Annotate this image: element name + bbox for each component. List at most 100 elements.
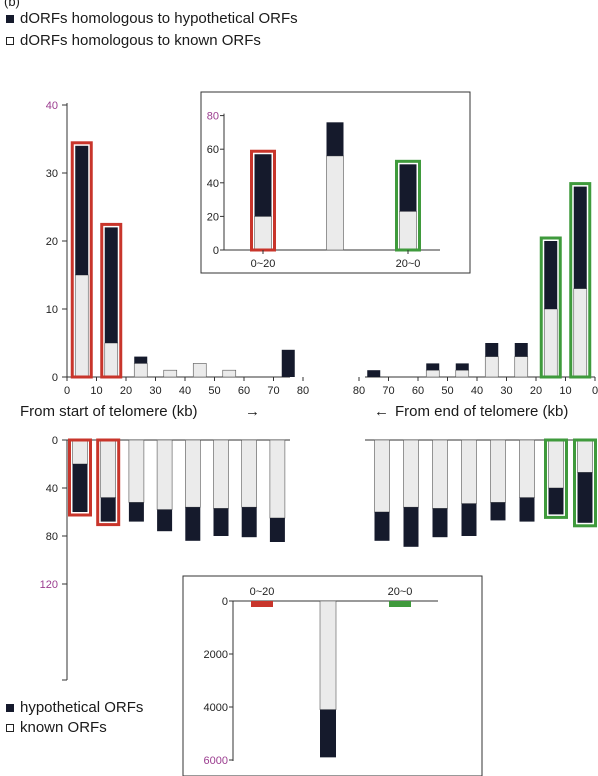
top-x-tick-label-left: 10 xyxy=(90,385,102,397)
bottom-bar-highlight-right xyxy=(573,438,597,528)
top-bar-hypothetical-right xyxy=(485,343,499,357)
legend-item-known: dORFs homologous to known ORFs xyxy=(6,30,298,52)
top-x-tick-label-right: 0 xyxy=(592,385,598,397)
top-bar-hypothetical-left xyxy=(104,227,118,343)
top-x-tick-label-right: 40 xyxy=(471,385,483,397)
bottom-bar-known-right xyxy=(519,439,535,498)
top-bar-known-right xyxy=(484,356,499,378)
bottom-bar-highlight-left xyxy=(96,438,121,527)
top-x-tick-label-left: 20 xyxy=(120,385,132,397)
top-x-tick-label-right: 50 xyxy=(441,385,453,397)
bottom-inset-bar-hypothetical xyxy=(320,709,336,758)
bottom-bar-known-left xyxy=(213,439,229,509)
bottom-bar-known-left xyxy=(241,439,257,508)
x-axis-arrow-right: → xyxy=(245,403,260,420)
bottom-bar-hypothetical-left xyxy=(157,509,173,532)
bottom-bar-known-left xyxy=(269,439,286,519)
bottom-bar-hypothetical-left xyxy=(128,502,144,522)
bottom-bar-known-right xyxy=(461,439,477,504)
top-x-tick-label-left: 30 xyxy=(149,385,161,397)
bottom-inset-x-label: 20~0 xyxy=(388,586,413,598)
legend-item-hypothetical: dORFs homologous to hypothetical ORFs xyxy=(6,8,298,30)
bottom-bar-hypothetical-right xyxy=(548,488,564,515)
bottom-inset-y-tick-label: 6000 xyxy=(204,755,228,767)
bottom-bar-known-right xyxy=(548,439,564,489)
legend-label-known: dORFs homologous to known ORFs xyxy=(20,32,261,49)
x-axis-title-left: From start of telomere (kb) xyxy=(20,403,198,420)
legend-swatch-light xyxy=(6,37,14,45)
bottom-inset-category-marker xyxy=(389,601,411,607)
top-bar-known-right xyxy=(573,288,588,378)
legend-bottom: hypothetical ORFs known ORFs xyxy=(6,698,143,738)
bottom-bar-known-right xyxy=(490,439,506,503)
top-y-tick-label: 10 xyxy=(46,304,58,316)
bottom-bar-hypothetical-left xyxy=(241,507,257,538)
bottom-bar-known-right xyxy=(577,439,593,473)
top-x-tick-label-right: 80 xyxy=(353,385,365,397)
bottom-bar-hypothetical-right xyxy=(577,472,593,523)
x-axis-arrow-left: ← xyxy=(374,403,389,420)
top-y-tick-label: 20 xyxy=(46,236,58,248)
top-bar-hypothetical-right xyxy=(573,186,587,289)
top-x-tick-label-right: 70 xyxy=(382,385,394,397)
top-bar-known-right xyxy=(455,369,470,378)
top-x-tick-label-left: 0 xyxy=(64,385,70,397)
top-x-tick-label-left: 70 xyxy=(267,385,279,397)
top-bar-known-left xyxy=(104,342,119,378)
top-bar-known-left xyxy=(74,274,89,378)
legend-item-hypothetical-orfs: hypothetical ORFs xyxy=(6,698,143,718)
legend-item-known-orfs: known ORFs xyxy=(6,718,143,738)
inset-bar-known xyxy=(399,211,417,251)
legend-swatch-dark xyxy=(6,15,14,23)
inset-y-tick-label: 0 xyxy=(213,245,219,257)
top-bar-hypothetical-left xyxy=(281,349,295,377)
top-x-tick-label-right: 10 xyxy=(559,385,571,397)
top-bar-hypothetical-left xyxy=(75,145,89,275)
top-bar-highlight-right xyxy=(569,182,592,379)
bottom-inset-x-label: 0~20 xyxy=(250,586,275,598)
bottom-bar-known-right xyxy=(432,439,448,509)
bottom-bar-hypothetical-left xyxy=(185,507,201,541)
bottom-inset-y-tick-label: 0 xyxy=(222,596,228,608)
bottom-bar-hypothetical-right xyxy=(403,507,419,547)
inset-y-tick-label: 60 xyxy=(207,144,219,156)
top-bar-hypothetical-left xyxy=(134,356,148,364)
inset-bar-known xyxy=(254,216,272,251)
bottom-bar-known-left xyxy=(72,439,88,465)
top-bar-highlight-left xyxy=(70,141,93,379)
legend-swatch-dark xyxy=(6,704,14,712)
top-x-tick-label-left: 80 xyxy=(297,385,309,397)
bottom-bar-hypothetical-right xyxy=(432,508,448,538)
x-axis-title-right: From end of telomere (kb) xyxy=(395,403,569,420)
bottom-inset-bar-known xyxy=(319,600,337,710)
bottom-y-tick-label: 0 xyxy=(52,435,58,447)
top-x-tick-label-left: 50 xyxy=(208,385,220,397)
legend-top: dORFs homologous to hypothetical ORFs dO… xyxy=(6,8,298,52)
bottom-y-tick-label: 40 xyxy=(46,483,58,495)
top-bar-highlight-right xyxy=(539,236,562,379)
inset-x-tick-label: 20~0 xyxy=(396,258,421,270)
top-bar-known-left xyxy=(192,363,207,378)
inset-bar-hypothetical xyxy=(399,164,417,212)
legend-swatch-light xyxy=(6,724,14,732)
top-bar-known-left xyxy=(133,363,148,378)
inset-y-tick-label: 80 xyxy=(207,111,219,123)
bottom-bar-hypothetical-left xyxy=(213,508,229,536)
bottom-bar-known-right xyxy=(374,439,390,513)
top-x-tick-label-left: 60 xyxy=(238,385,250,397)
legend-label-known-orfs: known ORFs xyxy=(20,719,107,736)
top-bar-known-right xyxy=(425,369,440,378)
top-bar-hypothetical-right xyxy=(426,363,440,371)
bottom-inset-y-tick-label: 4000 xyxy=(204,702,228,714)
bottom-bar-known-right xyxy=(403,439,419,508)
top-bar-hypothetical-right xyxy=(514,343,528,357)
top-bar-highlight-left xyxy=(100,222,123,379)
top-y-tick-label: 30 xyxy=(46,168,58,180)
top-y-tick-label: 0 xyxy=(52,372,58,384)
top-bar-known-right xyxy=(543,308,558,378)
bottom-bar-known-left xyxy=(156,439,173,510)
bottom-bar-hypothetical-left xyxy=(269,518,285,542)
top-x-tick-label-right: 30 xyxy=(500,385,512,397)
